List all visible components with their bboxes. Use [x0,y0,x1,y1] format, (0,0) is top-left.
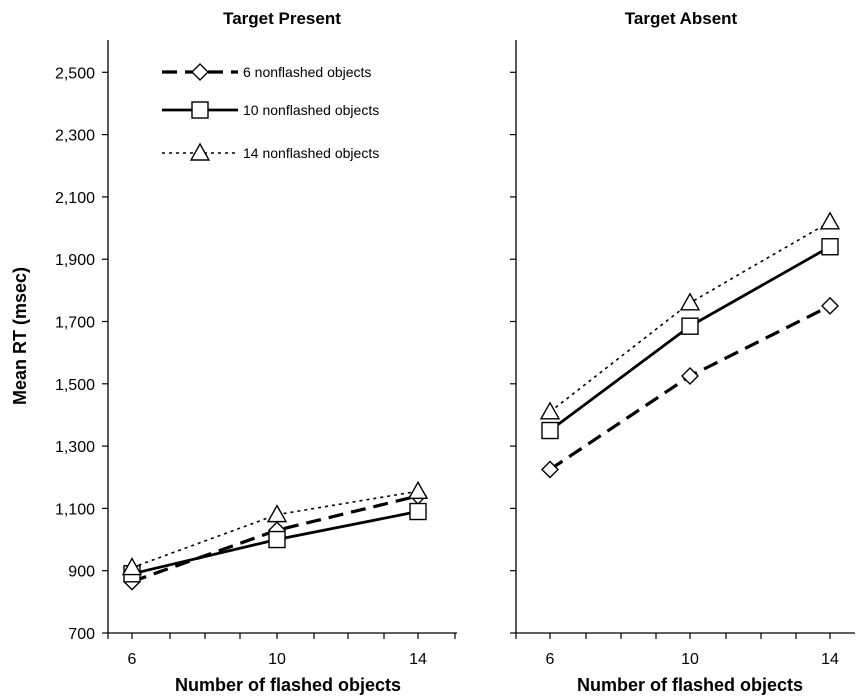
panel-title-target-absent: Target Absent [625,9,738,28]
legend-label: 10 nonflashed objects [243,102,379,118]
legend-marker-square [191,101,209,119]
legend-label: 6 nonflashed objects [243,64,371,80]
legend-label: 14 nonflashed objects [243,145,379,161]
data-point-diamond [821,296,839,315]
data-point-triangle [121,557,143,576]
data-point-triangle [407,480,429,499]
y-tick-label: 1,900 [55,252,95,269]
x-axis-label-target-present: Number of flashed objects [175,675,401,695]
data-point-triangle [679,292,701,311]
data-point-square [409,502,427,521]
x-tick-label: 10 [681,651,699,668]
data-point-triangle [819,211,841,230]
x-tick-label: 14 [821,651,839,668]
data-point-triangle [266,504,288,523]
data-point-square [541,421,559,440]
data-point-square [821,238,839,256]
y-tick-label: 1,100 [55,501,95,518]
data-point-diamond [541,460,559,479]
x-tick-label: 14 [409,651,427,668]
data-point-triangle [539,401,561,420]
y-tick-label: 2,500 [55,65,95,82]
y-tick-label: 900 [68,564,95,581]
panel-title-target-present: Target Present [223,9,341,28]
y-tick-label: 1,300 [55,439,95,456]
y-axis-label: Mean RT (msec) [10,267,30,405]
panel-target-absent: Target Absent 6 10 14 Number of flashed ob… [510,9,855,695]
ticks-target-absent: 6 10 14 [510,71,839,668]
x-tick-label: 10 [268,651,286,668]
x-tick-label: 6 [128,651,137,668]
y-tick-label: 2,100 [55,190,95,207]
y-tick-label: 1,500 [55,377,95,394]
legend-item: 6 nonflashed objects [162,63,371,81]
legend-marker-diamond [191,63,209,81]
series-line-diamond [131,494,419,584]
x-axis-label-target-absent: Number of flashed objects [577,675,803,695]
y-tick-label: 2,300 [55,128,95,145]
y-tick-label: 1,700 [55,315,95,332]
data-point-square [681,317,699,335]
y-tick-label: 700 [68,626,95,643]
series-line-square [549,245,831,432]
ticks-target-present: 700 900 1,100 1,300 1,500 1,700 1,900 2,100 2,30… [55,65,456,668]
x-tick-label: 6 [546,651,555,668]
data-point-diamond [681,367,699,386]
legend-item: 10 nonflashed objects [162,101,379,119]
legend-item: 14 nonflashed objects [162,142,379,161]
series-target-absent [539,211,841,479]
panel-target-present: Target Present 700 900 1,100 1,300 1,500 1,70… [10,9,457,695]
series-target-present [121,480,429,591]
legend-marker-triangle [189,142,211,161]
legend: 6 nonflashed objects 10 nonflashed object… [162,63,379,161]
data-point-square [268,530,286,549]
